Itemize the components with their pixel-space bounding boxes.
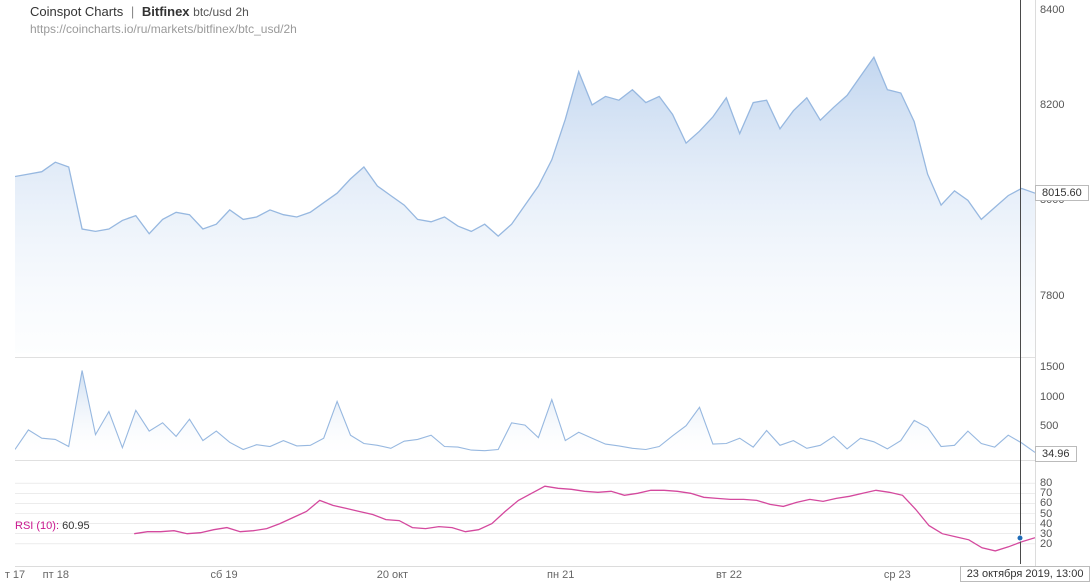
panel-divider-1 — [15, 357, 1035, 358]
price-chart — [15, 0, 1035, 353]
price-current-tag: 8015.60 — [1035, 185, 1089, 201]
price-ytick: 8200 — [1040, 99, 1064, 111]
crosshair-line — [1020, 0, 1021, 564]
chart-plot-area[interactable]: RSI (10): 60.95 — [15, 0, 1035, 582]
x-tick: сб 19 — [211, 569, 238, 581]
x-tick: пн 21 — [547, 569, 574, 581]
x-axis: т 17пт 18сб 1920 октпн 21вт 22ср 23 — [15, 566, 1035, 582]
volume-chart — [15, 361, 1035, 456]
rsi-name: RSI (10): — [15, 520, 59, 532]
volume-ytick: 1500 — [1040, 361, 1064, 373]
x-tick: вт 22 — [716, 569, 742, 581]
volume-current-tag: 34.96 — [1035, 446, 1077, 462]
volume-ytick: 500 — [1040, 420, 1058, 432]
x-tick: ср 23 — [884, 569, 911, 581]
panel-divider-2 — [15, 460, 1035, 461]
crosshair-tooltip: 23 октября 2019, 13:00 — [960, 566, 1091, 582]
rsi-indicator-label: RSI (10): 60.95 — [15, 520, 90, 532]
rsi-ytick: 80 — [1040, 477, 1052, 489]
volume-ytick: 1000 — [1040, 391, 1064, 403]
x-tick: т 17 — [5, 569, 25, 581]
crosshair-dot — [1016, 534, 1023, 541]
price-ytick: 8400 — [1040, 4, 1064, 16]
price-ytick: 7800 — [1040, 290, 1064, 302]
rsi-value: 60.95 — [62, 520, 90, 532]
x-tick: 20 окт — [377, 569, 408, 581]
y-axis-right: 78008000820084008015.605001000150034.962… — [1035, 0, 1091, 582]
rsi-chart — [15, 463, 1035, 564]
x-tick: пт 18 — [43, 569, 69, 581]
